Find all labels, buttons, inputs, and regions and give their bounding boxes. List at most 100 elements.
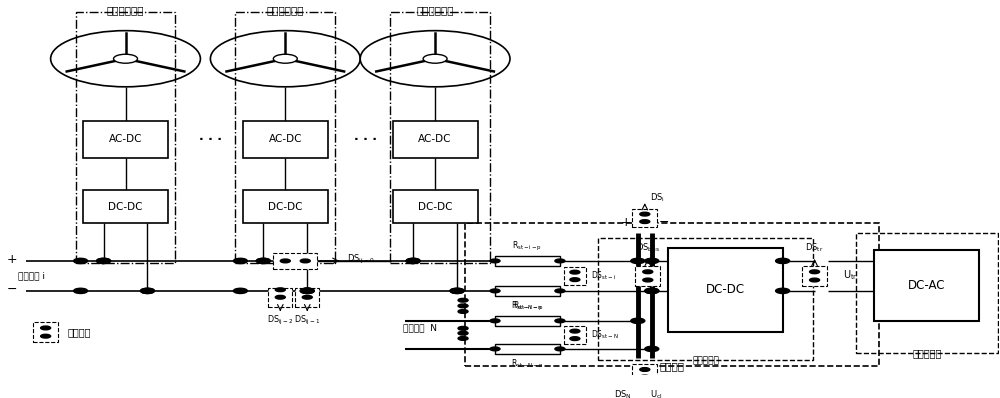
- Circle shape: [490, 289, 500, 293]
- Circle shape: [302, 288, 312, 292]
- Circle shape: [810, 270, 820, 274]
- Text: R$_{\mathregular{st-N-p}}$: R$_{\mathregular{st-N-p}}$: [511, 299, 544, 312]
- Bar: [295, 288, 319, 306]
- Text: 直流风电机组: 直流风电机组: [107, 5, 144, 15]
- Text: +: +: [621, 216, 631, 229]
- Circle shape: [570, 270, 580, 274]
- Circle shape: [406, 258, 420, 263]
- Circle shape: [490, 347, 500, 351]
- Text: 岸上换流站: 岸上换流站: [912, 348, 942, 358]
- Text: U$_{\mathregular{tr}}$: U$_{\mathregular{tr}}$: [843, 268, 857, 282]
- Text: DS$_{\mathregular{tr}}$: DS$_{\mathregular{tr}}$: [805, 242, 824, 254]
- Circle shape: [97, 258, 111, 263]
- Circle shape: [645, 288, 659, 293]
- Text: · · ·: · · ·: [354, 133, 377, 146]
- Bar: [268, 288, 292, 306]
- Circle shape: [450, 288, 464, 293]
- Bar: [393, 121, 478, 158]
- Circle shape: [275, 295, 285, 299]
- Bar: [273, 253, 317, 269]
- Text: DS$_{\mathregular{ij-2}}$: DS$_{\mathregular{ij-2}}$: [267, 314, 293, 327]
- Circle shape: [256, 258, 270, 263]
- Circle shape: [631, 258, 645, 263]
- Circle shape: [458, 298, 468, 302]
- Circle shape: [302, 295, 312, 299]
- Circle shape: [300, 288, 314, 293]
- Bar: [495, 256, 560, 266]
- Circle shape: [74, 288, 88, 293]
- Bar: [598, 238, 813, 360]
- Bar: [83, 190, 168, 224]
- Circle shape: [643, 270, 653, 274]
- Circle shape: [640, 368, 650, 371]
- Text: AC-DC: AC-DC: [418, 134, 452, 144]
- Circle shape: [645, 288, 659, 293]
- Circle shape: [570, 278, 580, 281]
- Circle shape: [555, 347, 565, 351]
- Text: DC-AC: DC-AC: [908, 279, 946, 292]
- Text: R$_{\mathregular{st-i-p}}$: R$_{\mathregular{st-i-p}}$: [512, 240, 542, 253]
- Bar: [668, 248, 783, 332]
- Bar: [390, 12, 490, 263]
- Bar: [495, 286, 560, 296]
- Bar: [635, 265, 660, 286]
- Text: DS$_{\mathregular{ij-1}}$: DS$_{\mathregular{ij-1}}$: [294, 314, 320, 327]
- Bar: [495, 316, 560, 326]
- Bar: [76, 12, 175, 263]
- Bar: [856, 233, 998, 353]
- Bar: [235, 12, 335, 263]
- Text: DC-DC: DC-DC: [706, 283, 745, 297]
- Circle shape: [114, 54, 138, 63]
- Text: −: −: [7, 283, 18, 295]
- Circle shape: [555, 289, 565, 293]
- Text: 汇集支路 i: 汇集支路 i: [18, 271, 45, 281]
- Text: DS$_{\mathregular{st-i}}$: DS$_{\mathregular{st-i}}$: [591, 270, 616, 282]
- Circle shape: [280, 259, 290, 263]
- Text: DC-DC: DC-DC: [268, 202, 303, 212]
- Circle shape: [643, 278, 653, 282]
- Text: 直流风电机组: 直流风电机组: [267, 5, 304, 15]
- Bar: [243, 121, 328, 158]
- Bar: [393, 190, 478, 224]
- Text: R$_{\mathregular{st-N-n}}$: R$_{\mathregular{st-N-n}}$: [511, 357, 544, 370]
- Text: 海上平台: 海上平台: [659, 361, 684, 371]
- Text: · · ·: · · ·: [199, 133, 222, 146]
- Bar: [564, 326, 586, 344]
- Circle shape: [450, 288, 464, 293]
- Circle shape: [570, 329, 580, 333]
- Circle shape: [631, 318, 645, 324]
- Circle shape: [776, 258, 790, 263]
- Circle shape: [555, 319, 565, 323]
- Circle shape: [74, 258, 88, 263]
- Text: DS$_{\mathregular{st-N}}$: DS$_{\mathregular{st-N}}$: [591, 329, 619, 341]
- Text: DC-DC: DC-DC: [108, 202, 143, 212]
- Circle shape: [458, 331, 468, 335]
- Circle shape: [140, 288, 154, 293]
- Circle shape: [97, 258, 111, 263]
- Circle shape: [645, 258, 659, 263]
- Circle shape: [256, 258, 270, 263]
- Text: DC-DC: DC-DC: [418, 202, 452, 212]
- Text: 隔离开关: 隔离开关: [68, 327, 91, 337]
- Circle shape: [458, 310, 468, 313]
- Text: +: +: [7, 253, 18, 265]
- Text: U$_{\mathregular{cl}}$: U$_{\mathregular{cl}}$: [650, 388, 662, 398]
- Text: 汇集支路  N: 汇集支路 N: [403, 324, 437, 333]
- Bar: [495, 343, 560, 354]
- Bar: [632, 209, 657, 227]
- Bar: [465, 224, 879, 366]
- Bar: [33, 322, 58, 342]
- Circle shape: [490, 319, 500, 323]
- Circle shape: [423, 54, 447, 63]
- Circle shape: [570, 337, 580, 340]
- Text: DS$_{\mathregular{ij-0}}$: DS$_{\mathregular{ij-0}}$: [347, 252, 375, 265]
- Circle shape: [640, 220, 650, 224]
- Circle shape: [140, 288, 154, 293]
- Circle shape: [490, 259, 500, 263]
- Circle shape: [458, 304, 468, 308]
- Text: 直流风电机组: 直流风电机组: [416, 5, 454, 15]
- Bar: [802, 265, 827, 286]
- Circle shape: [645, 346, 659, 351]
- Circle shape: [776, 288, 790, 293]
- Circle shape: [640, 212, 650, 216]
